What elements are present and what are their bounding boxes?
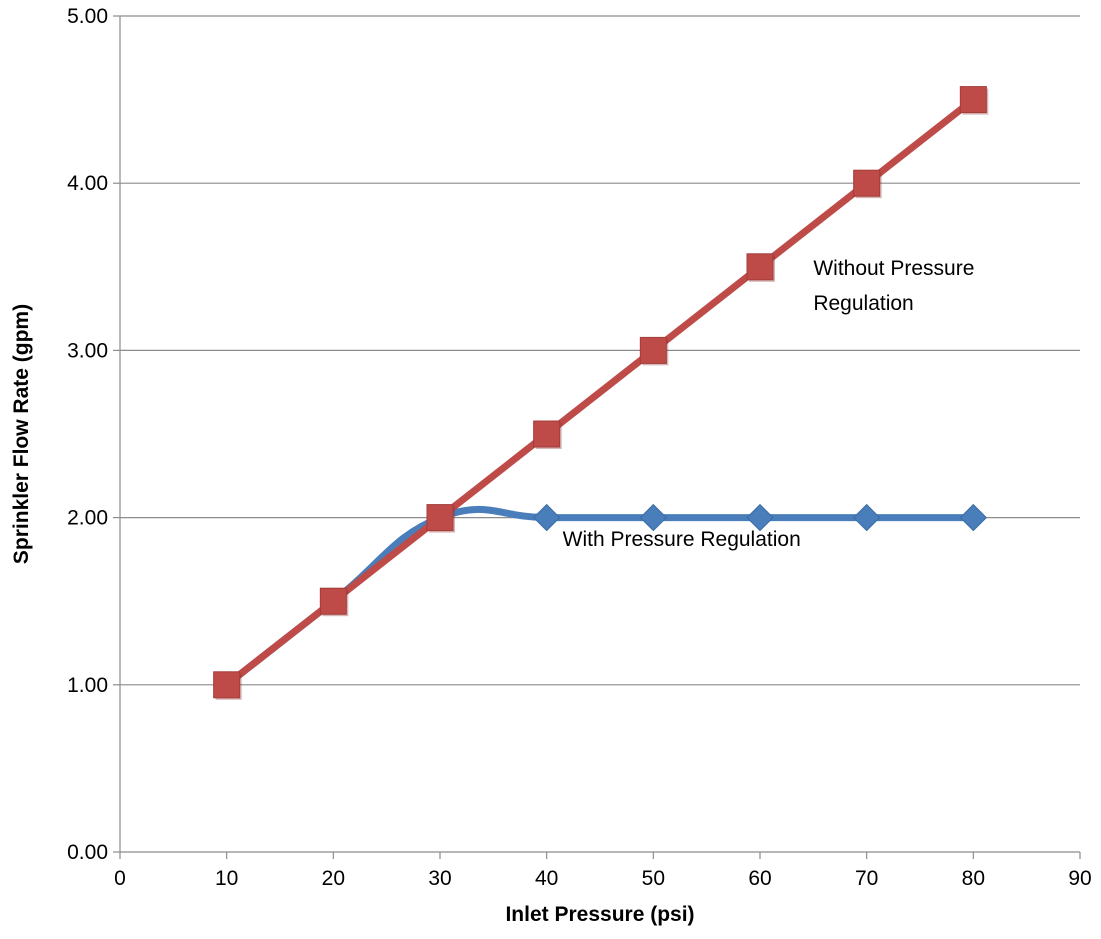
x-tick-label: 90 [1068,867,1091,890]
series-2-point [853,169,881,197]
series-2-point [426,504,454,532]
x-tick-label: 20 [322,867,345,890]
y-tick-label: 4.00 [67,172,108,195]
series-1-point [746,503,774,532]
series-line-2 [223,96,977,689]
y-tick-label: 1.00 [67,674,108,697]
series-2-point [533,420,561,448]
annotation-line: Regulation [813,292,913,315]
series-1-point [959,503,988,532]
series-2-point [746,253,774,281]
annotation-line: Without Pressure [813,257,974,280]
series-1-point [532,503,561,532]
x-tick-label: 40 [535,867,558,890]
y-tick-label: 2.00 [67,507,108,530]
annotation-2: With Pressure Regulation [563,528,801,551]
x-tick-label: 70 [855,867,878,890]
y-axis-title: Sprinkler Flow Rate (gpm) [10,304,33,564]
y-tick-label: 3.00 [67,339,108,362]
series-2-point [213,671,241,699]
axis-titles: Inlet Pressure (psi) Sprinkler Flow Rate… [10,304,695,926]
x-axis-title: Inlet Pressure (psi) [505,903,694,926]
x-tick-label: 50 [642,867,665,890]
annotation-line: With Pressure Regulation [563,528,801,551]
series-2-point [639,336,667,364]
y-tick-label: 0.00 [67,841,108,864]
annotation-1: Without Pressure Regulation [813,257,974,315]
series-group [212,86,989,700]
series-2-point [959,86,987,114]
x-tick-label: 80 [962,867,985,890]
x-tick-label: 10 [215,867,238,890]
grid-lines [120,15,1080,686]
annotations: Without Pressure Regulation With Pressure … [563,257,975,551]
x-tick-label: 60 [748,867,771,890]
x-tick-label: 30 [428,867,451,890]
y-tick-label: 5.00 [67,5,108,28]
series-1-point [639,503,668,532]
x-tick-label: 0 [114,867,126,890]
series-2-point [319,587,347,615]
series-1-point [852,503,881,532]
axes [113,15,1081,859]
tick-labels: 0.00 1.00 2.00 3.00 4.00 5.00 0 10 20 30 40 50 60 70 8… [67,5,1092,890]
